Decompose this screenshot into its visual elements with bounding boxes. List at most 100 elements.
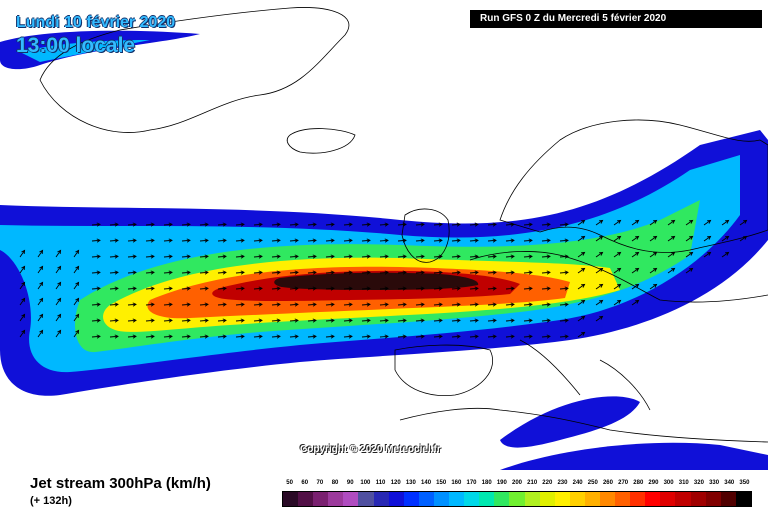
legend-tick-label: 280 bbox=[633, 480, 644, 486]
wind-arrow bbox=[559, 254, 569, 259]
legend-tick-label: 160 bbox=[451, 480, 462, 486]
wind-arrow bbox=[307, 318, 317, 323]
wind-arrow bbox=[289, 334, 299, 339]
run-banner: Run GFS 0 Z du Mercredi 5 février 2020 bbox=[470, 10, 762, 28]
wind-arrow bbox=[145, 222, 155, 227]
legend-colorbar bbox=[282, 491, 752, 507]
wind-arrow bbox=[37, 265, 44, 274]
wind-arrow bbox=[37, 313, 44, 322]
wind-arrow bbox=[235, 254, 245, 259]
wind-arrow bbox=[37, 329, 44, 338]
legend-swatch bbox=[539, 492, 555, 506]
wind-arrow bbox=[199, 334, 209, 339]
wind-arrow bbox=[505, 286, 515, 291]
wind-arrow bbox=[181, 318, 191, 323]
wind-arrow bbox=[541, 254, 551, 259]
wind-arrow bbox=[91, 302, 101, 307]
wind-arrow bbox=[631, 235, 640, 242]
wind-arrow bbox=[523, 254, 533, 259]
legend-tick-label: 170 bbox=[466, 480, 477, 486]
legend-tick-label: 140 bbox=[421, 480, 432, 486]
wind-arrow bbox=[235, 270, 245, 275]
wind-arrow bbox=[307, 334, 317, 339]
jet-band-7 bbox=[274, 272, 479, 290]
wind-arrow bbox=[55, 281, 62, 290]
wind-arrow bbox=[343, 318, 353, 323]
legend-swatch bbox=[358, 492, 374, 506]
wind-arrow bbox=[307, 238, 317, 243]
wind-arrow bbox=[55, 249, 62, 258]
wind-arrow bbox=[577, 251, 586, 258]
wind-arrow bbox=[577, 331, 586, 338]
wind-arrow bbox=[379, 318, 389, 323]
wind-arrow bbox=[181, 238, 191, 243]
wind-arrow bbox=[109, 318, 119, 323]
wind-arrow bbox=[415, 238, 425, 243]
wind-arrow bbox=[19, 249, 26, 258]
wind-arrow bbox=[181, 222, 191, 227]
wind-arrow bbox=[721, 235, 730, 242]
wind-arrow bbox=[559, 302, 569, 307]
legend-tick-label: 150 bbox=[436, 480, 447, 486]
wind-arrow bbox=[235, 286, 245, 291]
wind-arrow bbox=[253, 222, 263, 227]
wind-arrow bbox=[163, 254, 173, 259]
wind-arrow bbox=[163, 238, 173, 243]
wind-arrow bbox=[145, 318, 155, 323]
wind-arrow bbox=[433, 334, 443, 339]
wind-arrow bbox=[631, 219, 640, 226]
wind-arrow bbox=[307, 302, 317, 307]
wind-arrow bbox=[307, 270, 317, 275]
legend-swatch bbox=[343, 492, 359, 506]
wind-arrow bbox=[325, 286, 335, 291]
wind-arrow bbox=[451, 238, 461, 243]
legend-tick-label: 200 bbox=[511, 480, 522, 486]
wind-arrow bbox=[91, 286, 101, 291]
wind-arrow bbox=[235, 222, 245, 227]
wind-arrow bbox=[145, 254, 155, 259]
wind-arrow bbox=[163, 302, 173, 307]
legend-swatch bbox=[464, 492, 480, 506]
wind-arrow bbox=[685, 219, 694, 226]
legend-tick-label: 210 bbox=[527, 480, 538, 486]
wind-arrow bbox=[487, 286, 497, 291]
wind-arrow bbox=[217, 222, 227, 227]
wind-arrow bbox=[559, 286, 569, 291]
legend-tick-label: 230 bbox=[557, 480, 568, 486]
wind-arrow bbox=[541, 270, 551, 275]
wind-arrow bbox=[127, 254, 137, 259]
wind-arrow bbox=[91, 238, 101, 243]
wind-arrow bbox=[721, 219, 730, 226]
wind-arrow bbox=[487, 334, 497, 339]
wind-arrow bbox=[343, 334, 353, 339]
wind-arrow bbox=[397, 286, 407, 291]
wind-arrow bbox=[433, 318, 443, 323]
wind-arrow bbox=[145, 334, 155, 339]
wind-arrow bbox=[523, 334, 533, 339]
africa-coast bbox=[399, 407, 768, 443]
legend-swatch bbox=[569, 492, 585, 506]
wind-arrow bbox=[325, 318, 335, 323]
wind-arrow bbox=[595, 219, 604, 226]
wind-arrow bbox=[325, 302, 335, 307]
wind-arrow bbox=[73, 281, 80, 290]
wind-arrow bbox=[253, 302, 263, 307]
legend-tick-label: 120 bbox=[390, 480, 401, 486]
wind-arrow bbox=[397, 302, 407, 307]
wind-arrow bbox=[451, 318, 461, 323]
wind-arrow bbox=[415, 302, 425, 307]
wind-arrow bbox=[415, 334, 425, 339]
legend-tick-label: 350 bbox=[739, 480, 750, 486]
wind-arrow bbox=[145, 238, 155, 243]
wind-arrow bbox=[217, 302, 227, 307]
wind-arrow bbox=[649, 267, 658, 274]
wind-arrow bbox=[271, 318, 281, 323]
wind-arrow bbox=[289, 286, 299, 291]
wind-arrow bbox=[181, 254, 191, 259]
wind-arrow bbox=[379, 254, 389, 259]
british-isles-coast bbox=[401, 208, 450, 263]
iceland-coast bbox=[286, 128, 356, 154]
wind-arrow bbox=[91, 318, 101, 323]
wind-arrow bbox=[73, 249, 80, 258]
wind-arrow bbox=[505, 334, 515, 339]
